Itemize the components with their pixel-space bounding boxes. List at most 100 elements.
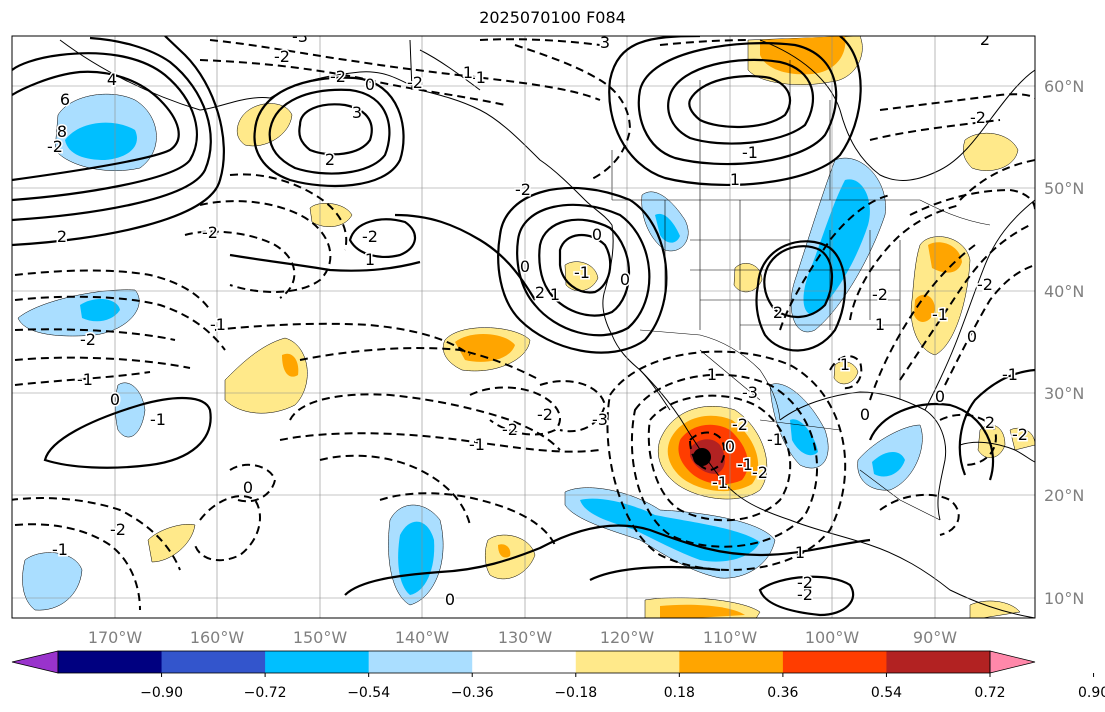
shade-orange-lakes2 <box>914 294 935 322</box>
map-background <box>12 36 1035 618</box>
contour-label: -2 <box>362 227 378 246</box>
contour-label: -2 <box>47 137 63 156</box>
lon-label: 160°W <box>190 628 245 647</box>
lat-label: 40°N <box>1044 282 1084 301</box>
contour-label: -2 <box>515 180 531 199</box>
state-lines <box>664 200 901 400</box>
contour-label: -2 <box>732 415 748 434</box>
contour-label: 2 <box>980 30 990 49</box>
coastlines <box>59 39 1035 618</box>
dash-plains-3 <box>869 244 976 401</box>
dash-center-1 <box>214 322 471 356</box>
lon-label: 170°W <box>88 628 143 647</box>
dash-storm-3 <box>606 350 847 571</box>
colorbar-tick-label: −0.90 <box>140 685 183 701</box>
contour-label: -2 <box>977 275 993 294</box>
coast-westus <box>602 224 1035 618</box>
dash-ak-1 <box>229 173 348 251</box>
contour-label: 2 <box>985 413 995 432</box>
shade-blue-140w-core <box>398 521 435 595</box>
colorbar-extend-low <box>11 650 59 674</box>
colorbar-segment <box>368 651 473 673</box>
dash-sw-1 <box>829 355 863 390</box>
contour-canada-high-1 <box>688 74 792 128</box>
colorbar-segment <box>575 651 680 673</box>
contour-label: 0 <box>365 75 375 94</box>
colorbar-tick-label: −0.72 <box>244 685 287 701</box>
shade-orange-bottom <box>660 604 745 618</box>
dash-center-4 <box>279 432 601 453</box>
dash-mid-5 <box>14 371 151 386</box>
contour-label: 1 <box>730 170 740 189</box>
colorbar-tick-label: 0.54 <box>871 685 902 701</box>
latitude-labels: 60°N 50°N 40°N 30°N 20°N 10°N <box>1044 77 1084 608</box>
contour-pnw-high-2 <box>538 218 631 317</box>
contour-label: -1 <box>210 315 226 334</box>
dash-ak-2 <box>199 200 332 293</box>
contour-label: -3 <box>592 410 608 429</box>
contour-label: -2 <box>202 223 218 242</box>
coast-hudson <box>759 39 1035 181</box>
shade-yellow-east <box>963 133 1019 171</box>
contour-pnw-high-3 <box>516 203 651 337</box>
dash-north-4 <box>479 38 751 46</box>
contour-se-2 <box>958 368 1035 476</box>
shade-blue-cp-core <box>80 298 120 322</box>
colorbar-segment <box>472 651 577 673</box>
contour-high-nw-4 <box>12 36 225 247</box>
longitude-labels: 170°W 160°W 150°W 140°W 130°W 120°W 110°W 100°W… <box>88 628 957 647</box>
coast-east <box>924 199 1035 411</box>
shade-blue-w <box>115 382 146 438</box>
storm-center-marker <box>693 448 711 466</box>
contour-label: 3 <box>600 33 610 52</box>
colorbar-segment <box>679 651 784 673</box>
coast-alaska <box>59 39 613 226</box>
colorbar-tick-label: −0.54 <box>347 685 390 701</box>
contour-label: 1 <box>840 355 850 374</box>
contour-label: 2 <box>535 283 545 302</box>
contour-label: -2 <box>797 573 813 592</box>
contour-tropic-1 <box>344 524 871 617</box>
lat-label: 60°N <box>1044 77 1084 96</box>
contour-long-2 <box>229 253 421 272</box>
contour-label: 0 <box>860 405 870 424</box>
dash-west-2 <box>14 523 141 611</box>
dash-ne-1 <box>879 93 1035 111</box>
contour-pnw-high-4 <box>497 186 668 354</box>
colorbar <box>11 650 1095 677</box>
colorbar-segment <box>265 651 370 673</box>
contour-label: -2 <box>407 73 423 92</box>
dash-ne-2 <box>869 119 1001 141</box>
contour-label: 1 <box>550 285 560 304</box>
shade-blue-gulf-core <box>872 451 905 477</box>
shade-yellow-w2 <box>147 524 196 563</box>
colorbar-segment <box>58 651 163 673</box>
contour-label: 1 <box>707 365 717 384</box>
contour-label: 8 <box>57 122 67 141</box>
contour-goa-1 <box>298 103 373 156</box>
contour-label: 1 <box>795 543 805 562</box>
colorbar-extend-high <box>989 650 1036 674</box>
contour-canada-high-3 <box>637 42 838 166</box>
contour-mx-high <box>763 245 834 318</box>
contour-label: -1 <box>1002 365 1018 384</box>
contour-label: -2 <box>537 405 553 424</box>
contour-label: 2 <box>773 303 783 322</box>
dash-center-2 <box>299 347 541 381</box>
contour-label: -1 <box>52 540 68 559</box>
contour-label: -2 <box>502 420 518 439</box>
shade-yellow-br <box>969 600 1021 618</box>
contour-labels: -3-2-2-2 -10132-21-2-1-2-13468-22-11-2001… <box>46 30 1030 611</box>
shade-orange-lakes <box>928 242 962 273</box>
coast-gulf <box>779 391 947 521</box>
contour-label: 3 <box>352 103 362 122</box>
dash-gulf-2 <box>939 413 997 466</box>
dash-plains-2 <box>849 204 961 321</box>
dash-center-5 <box>469 386 561 436</box>
lon-label: 130°W <box>498 628 553 647</box>
contour-high-nw-1 <box>12 70 180 182</box>
coast-baja <box>639 369 671 411</box>
lat-label: 50°N <box>1044 179 1084 198</box>
